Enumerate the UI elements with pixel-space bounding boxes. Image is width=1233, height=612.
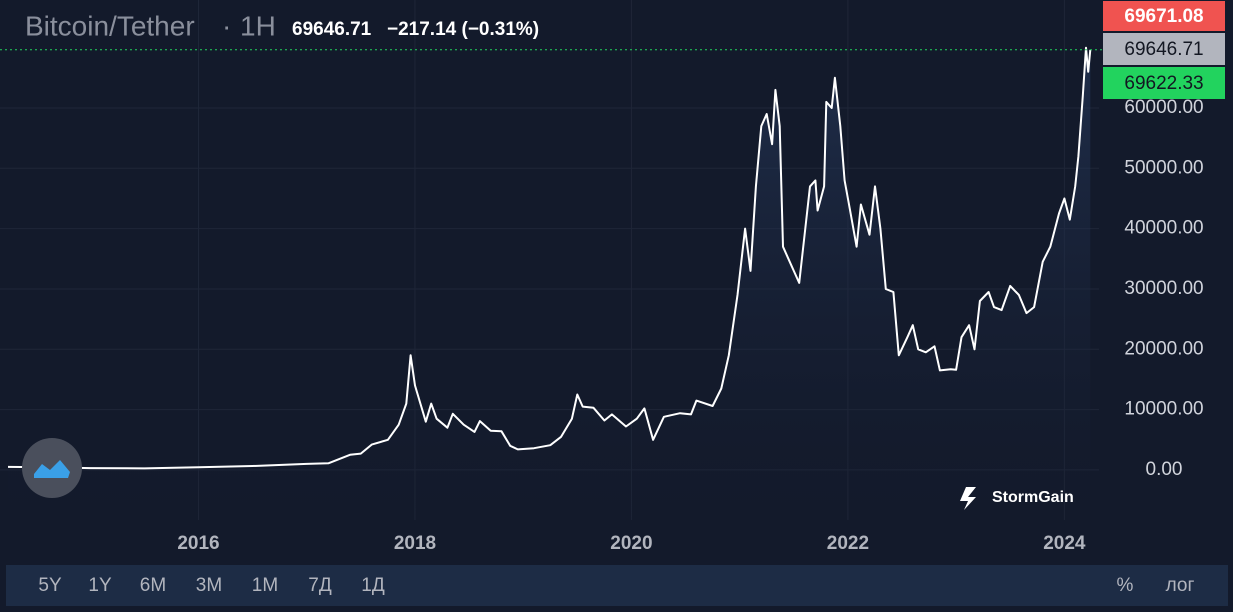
y-tick-label: 20000.00 <box>1124 338 1203 359</box>
interval: 1H <box>240 10 276 41</box>
x-tick-label: 2018 <box>394 533 436 554</box>
log-toggle[interactable]: лог <box>1166 575 1195 596</box>
brand-icon <box>960 487 976 510</box>
x-tick-label: 2016 <box>177 533 219 554</box>
separator: · <box>222 10 231 41</box>
price-line <box>7 46 1092 470</box>
buy-price: 69622.33 <box>1124 73 1203 94</box>
brand: StormGain <box>992 489 1074 506</box>
range-button[interactable]: 1M <box>252 575 278 596</box>
y-tick-label: 60000.00 <box>1124 97 1203 118</box>
y-tick-label: 40000.00 <box>1124 218 1203 239</box>
range-button[interactable]: 1Y <box>88 575 112 596</box>
x-tick-label: 2022 <box>827 533 869 554</box>
toolbar <box>6 565 1228 606</box>
logo-icon <box>34 460 70 478</box>
sell-price-tag <box>1103 1 1225 31</box>
last-price-tag-label: 69646.71 <box>1124 39 1203 60</box>
range-button[interactable]: 3M <box>196 575 222 596</box>
last-price: 69646.71 <box>292 19 372 40</box>
sell-price: 69671.08 <box>1124 6 1203 27</box>
price-change: −217.14 (−0.31%) <box>387 19 539 40</box>
x-tick-label: 2020 <box>610 533 652 554</box>
range-button[interactable]: 5Y <box>38 575 62 596</box>
logo[interactable] <box>22 438 82 498</box>
buy-price-tag <box>1103 67 1225 99</box>
chart-title: Bitcoin/Tether <box>25 10 195 41</box>
range-button[interactable]: 6M <box>140 575 166 596</box>
y-tick-label: 50000.00 <box>1124 157 1203 178</box>
y-tick-label: 0.00 <box>1146 459 1183 480</box>
last-price-tag <box>1103 33 1225 65</box>
y-tick-label: 30000.00 <box>1124 278 1203 299</box>
y-tick-label: 10000.00 <box>1124 399 1203 420</box>
x-tick-label: 2024 <box>1043 533 1086 554</box>
range-button[interactable]: 1Д <box>361 575 385 596</box>
range-button[interactable]: 7Д <box>308 575 332 596</box>
area <box>8 47 1091 520</box>
percent-toggle[interactable]: % <box>1117 575 1134 596</box>
